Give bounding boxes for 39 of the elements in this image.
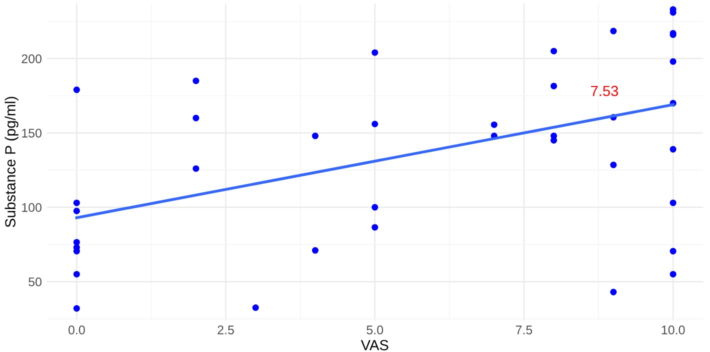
y-tick-label: 150 xyxy=(22,128,42,138)
point xyxy=(192,114,200,122)
annotation: 7.53 xyxy=(591,86,618,96)
point xyxy=(670,248,676,254)
point xyxy=(372,204,378,211)
point xyxy=(372,120,378,128)
point xyxy=(312,132,318,140)
y-tick-label: 100 xyxy=(22,203,42,212)
point xyxy=(372,49,378,56)
x-tick-label: 0.0 xyxy=(68,326,85,334)
x-axis-title: VAS xyxy=(360,340,388,350)
y-tick-label: 50 xyxy=(28,277,42,286)
x-tick-label: 7.5 xyxy=(516,326,532,334)
point xyxy=(73,86,80,94)
point xyxy=(550,137,558,144)
point xyxy=(610,28,617,34)
point xyxy=(372,224,378,231)
y-tick-label: 200 xyxy=(22,54,42,64)
point xyxy=(670,146,676,153)
point xyxy=(670,270,676,278)
x-tick-label: 10.0 xyxy=(662,326,685,334)
point xyxy=(670,200,676,206)
point xyxy=(550,48,558,54)
point xyxy=(73,270,80,278)
point xyxy=(610,288,617,296)
y-axis-title: Substance P (pg/ml) xyxy=(4,96,18,228)
point xyxy=(192,165,200,172)
point xyxy=(73,200,80,206)
point xyxy=(312,247,318,254)
point xyxy=(192,78,200,84)
x-tick-label: 2.5 xyxy=(218,326,234,334)
point xyxy=(73,305,80,312)
x-tick-label: 5.0 xyxy=(366,326,384,334)
point xyxy=(610,162,617,168)
point xyxy=(550,82,558,90)
point xyxy=(73,208,80,214)
point xyxy=(490,121,498,128)
point xyxy=(670,58,676,65)
point xyxy=(252,304,259,311)
